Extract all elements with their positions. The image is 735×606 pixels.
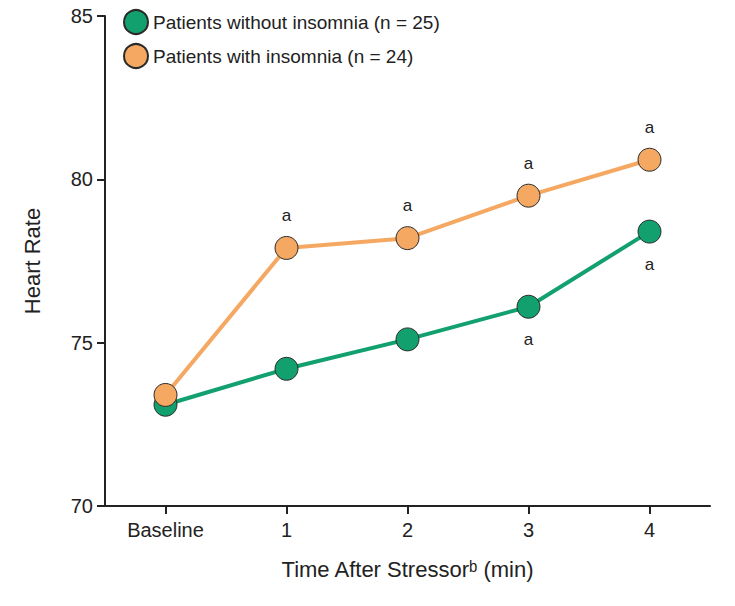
svg-text:1: 1 <box>281 519 292 541</box>
svg-text:Patients with insomnia (n = 24: Patients with insomnia (n = 24) <box>153 46 413 67</box>
svg-text:a: a <box>403 196 413 215</box>
svg-text:3: 3 <box>523 519 534 541</box>
svg-text:Baseline: Baseline <box>127 519 204 541</box>
svg-text:2: 2 <box>402 519 413 541</box>
svg-text:a: a <box>645 118 655 137</box>
svg-text:Heart Rate: Heart Rate <box>20 208 45 314</box>
svg-text:a: a <box>524 330 534 349</box>
svg-text:Patients without insomnia (n =: Patients without insomnia (n = 25) <box>153 12 440 33</box>
svg-text:a: a <box>524 154 534 173</box>
svg-text:80: 80 <box>71 168 93 190</box>
svg-text:85: 85 <box>71 5 93 27</box>
svg-text:Time After Stressorᵇ (min): Time After Stressorᵇ (min) <box>282 557 534 582</box>
svg-text:70: 70 <box>71 495 93 517</box>
svg-text:a: a <box>282 206 292 225</box>
svg-text:75: 75 <box>71 332 93 354</box>
svg-text:a: a <box>645 255 655 274</box>
svg-text:4: 4 <box>644 519 655 541</box>
